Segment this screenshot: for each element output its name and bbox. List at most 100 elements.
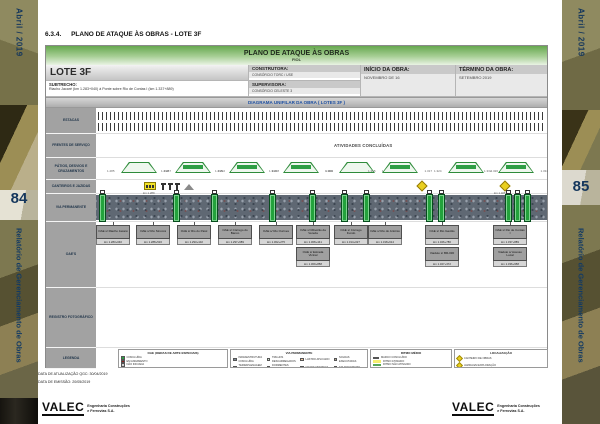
patio-symbol: 1.290 1.292 [161, 162, 225, 173]
update-date: DATA DE ATUALIZAÇÃO QGC: 30/04/2019 [38, 372, 108, 376]
patio-symbol: 1.324 1.326 [434, 162, 498, 173]
oae-marker-cap [270, 190, 275, 194]
row-label-via: VIA PERMANENTE [46, 194, 96, 222]
section-title: PLANO DE ATAQUE ÀS OBRAS - LOTE 3F [71, 31, 202, 38]
row-via-permanente [96, 190, 547, 222]
camo-shape [0, 190, 38, 220]
legend-item: RITMO ATINGIDO [373, 360, 449, 364]
oae-marker-cap [174, 190, 179, 194]
oae-callout: OAE s/ Córrego do Banco km 1.297+689 [218, 222, 252, 245]
supervisora-value: CONSÓRCIO CELESTE 3 [249, 88, 360, 94]
patio-symbol: 1.315 1.317 [368, 162, 432, 173]
legend-swatch [121, 359, 125, 364]
termino-cell: TÉRMINO DA OBRA: SETEMBRO 2019 [455, 65, 547, 97]
oae-marker-cap [342, 190, 347, 194]
oae-marker-cap [515, 190, 520, 194]
oae-marker-cap [212, 190, 217, 194]
oae-marker-cap [439, 190, 444, 194]
valec-tagline: Engenharia Construções e Ferrovias S.A. [87, 404, 130, 413]
row-label-canteiros: CANTEIROS E JAZIDAS [46, 180, 96, 194]
construtora-cell: CONSTRUTORA: CONSÓRCIO TORC / USE [248, 65, 360, 81]
oae-callout: OAE s/ Rio do Antônio km 1.318+614 [368, 222, 402, 245]
report-title-vertical: Relatório de Gerenciamento de Obras [576, 228, 586, 363]
diagram-canvas: ATIVIDADES CONCLUÍDAS 1.285 1.287 1.290 1.… [96, 108, 548, 369]
legend-item: EM ANDAMENTO [333, 364, 366, 367]
canteiro-km-label: km 1.289 [143, 191, 155, 195]
jazida-icon [416, 180, 428, 192]
oae-marker [269, 194, 276, 222]
oae-marker [99, 194, 106, 222]
valec-wordmark: VALEC [452, 400, 495, 416]
oae-callout: OAE s/ Riacho Jacaré km 1.283+040 [96, 222, 130, 245]
frentes-note: ATIVIDADES CONCLUÍDAS [334, 143, 393, 148]
info-table: LOTE 3F CONSTRUTORA: CONSÓRCIO TORC / US… [46, 65, 547, 97]
camo-shape [562, 170, 600, 205]
camo-shape [0, 0, 38, 105]
row-label-patios: PÁTIOS, DESVIOS E CRUZAMENTOS [46, 158, 96, 180]
valec-logo: VALEC Engenharia Construções e Ferrovias … [452, 401, 540, 416]
patio-symbol: 1.296 1.298 [215, 162, 279, 173]
oae-marker [173, 194, 180, 222]
oae-marker-cap [506, 190, 511, 194]
left-sidebar: Abril / 2019 84 Relatório de Gerenciamen… [0, 0, 38, 424]
camo-shape [0, 105, 38, 190]
oae-callout: OAE s/ Rio Sincorá km 1.288+516 [136, 222, 170, 245]
row-oaes: OAE s/ Riacho Jacaré km 1.283+040 OAE s/ … [96, 222, 547, 288]
diagram-title-bar: DIAGRAMA UNIFILAR DA OBRA ( LOTES 3F ) [46, 97, 547, 108]
legend-item: TERRAPLENAGEM EM EXECUÇÃO [233, 364, 265, 367]
legend-item: INFRAESTRUTURA CONCLUÍDA [233, 356, 265, 363]
legend-swatch [300, 366, 304, 367]
legend-item: CONCLUÍDA [121, 356, 225, 360]
oae-marker [426, 194, 433, 222]
row-label-oaes: OAE's [46, 222, 96, 288]
report-title-vertical: Relatório de Gerenciamento de Obras [14, 228, 24, 363]
legend-swatch [333, 366, 337, 367]
oae-callout: OAE s/ Rio do Paiol km 1.293+102 [177, 222, 211, 245]
patio-symbol: 1.302 1.304 [269, 162, 333, 173]
emission-date: DATA DE EMISSÃO: 20/05/2019 [38, 379, 91, 384]
silo-icon [174, 183, 180, 190]
legend-item: NÃO INICIADA [121, 363, 225, 367]
oae-marker-cap [525, 190, 530, 194]
legend-localizacao: LOCALIZAÇÃO CANTEIRO DE OBRAS JAZIDA EM … [454, 349, 548, 368]
legend-item: CANTEIRO DE OBRAS [455, 354, 545, 363]
legend-line-swatch [373, 364, 381, 367]
legend-item: LASTRO APLICADO [300, 356, 332, 363]
legend-ritmo-title: RITMO MÉDIO [400, 351, 422, 355]
construtora-value: CONSÓRCIO TORC / USE [249, 72, 360, 78]
canteiro-icon [144, 182, 156, 190]
supervisora-cell: SUPERVISORA: CONSÓRCIO CELESTE 3 [248, 81, 360, 97]
silo-icon [160, 183, 166, 190]
starburst-icon [455, 361, 464, 367]
unifilar-diagram: ESTACAS FRENTES DE SERVIÇO PÁTIOS, DESVI… [46, 108, 548, 369]
termino-label: TÉRMINO DA OBRA: [456, 65, 547, 74]
plan-title: PLANO DE ATAQUE ÀS OBRAS [243, 49, 350, 57]
oae-marker-cap [427, 190, 432, 194]
section-heading: 6.3.4. PLANO DE ATAQUE ÀS OBRAS - LOTE 3… [45, 31, 201, 38]
oae-marker [309, 194, 316, 222]
section-number: 6.3.4. [45, 31, 62, 38]
legend-item: DORMENTES DISTRIBUÍDOS [266, 364, 299, 367]
valec-wordmark: VALEC [42, 400, 85, 416]
legend-item: MARCO CONCLUÍDO [373, 356, 449, 360]
row-label-frentes: FRENTES DE SERVIÇO [46, 134, 96, 158]
ballast-band [96, 195, 547, 220]
inicio-cell: INÍCIO DA OBRA: NOVEMBRO DE 16 [360, 65, 455, 97]
legend-via-title: VIA PERMANENTE [285, 351, 313, 355]
camo-shape [562, 110, 600, 170]
camo-shape [562, 205, 600, 424]
oae-callout: OAE s/ Rio Ourives km 1.302+275 [259, 222, 293, 245]
row-registro-fotografico [96, 288, 547, 348]
legend-swatch [121, 356, 125, 360]
legend-item: GRADE MONTADA [300, 364, 332, 367]
subtrecho-label: SUBTRECHO: [49, 82, 77, 87]
inicio-value: NOVEMBRO DE 16 [361, 74, 455, 96]
oae-marker [514, 194, 521, 222]
row-legenda: OAE (OBRAS DE ARTE ESPECIAIS) CONCLUÍDA … [96, 348, 548, 369]
right-sidebar: Abril / 2019 85 Relatório de Gerenciamen… [562, 0, 600, 424]
emission-dates: DATA DE ATUALIZAÇÃO QGC: 30/04/2019 DATA… [38, 371, 108, 386]
oae-marker-cap [100, 190, 105, 194]
oae-callout: OAE s/ Ribeirão da Vereda km 1.308+441 OA… [296, 222, 330, 267]
